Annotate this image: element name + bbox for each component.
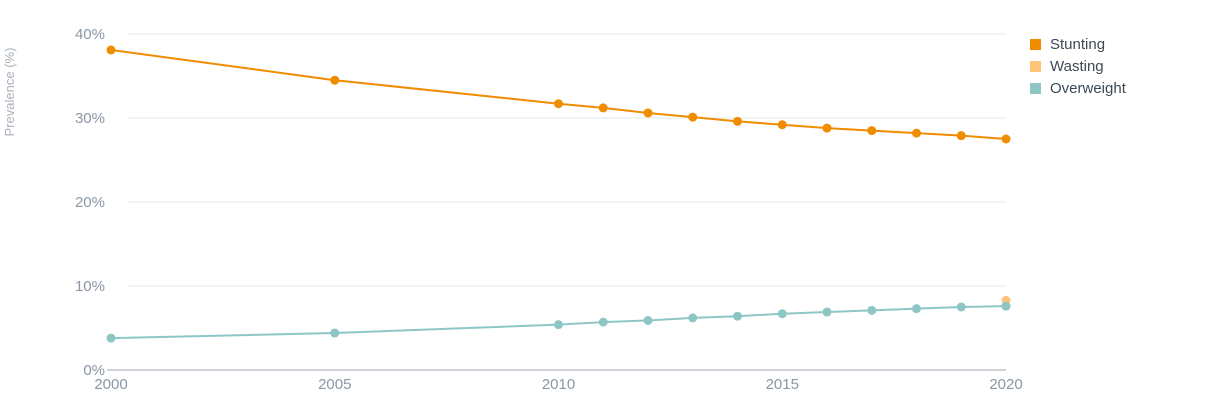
stunting-point[interactable] [822,123,832,133]
stunting-point[interactable] [106,45,116,55]
stunting-point[interactable] [330,75,340,85]
stunting-point[interactable] [956,131,966,141]
overweight-point[interactable] [688,313,698,323]
overweight-point[interactable] [956,302,966,312]
legend-item-stunting[interactable]: Stunting [1030,33,1126,55]
legend-item-overweight[interactable]: Overweight [1030,77,1126,99]
legend-label: Stunting [1050,35,1106,53]
y-tick-label: 30% [75,110,105,127]
x-tick-label: 2005 [318,376,351,393]
x-tick-label: 2010 [542,376,575,393]
y-tick-label: 40% [75,26,105,43]
series-stunting [106,45,1011,144]
stunting-point[interactable] [733,116,742,126]
legend-swatch [1030,82,1041,94]
legend-swatch [1030,38,1041,50]
x-tick-label: 2000 [94,376,127,393]
overweight-point[interactable] [330,328,340,338]
legend-label: Overweight [1050,79,1126,97]
overweight-point[interactable] [598,317,608,327]
y-axis-ticks: 0% 10% 20% 30% 40% [75,26,105,379]
stunting-point[interactable] [777,120,787,130]
legend: Stunting Wasting Overweight [1030,33,1126,99]
overweight-point[interactable] [822,307,832,317]
y-tick-label: 20% [75,194,105,211]
series-overweight [106,301,1011,343]
y-axis-label: Prevalence (%) [2,48,17,137]
overweight-point[interactable] [912,304,921,314]
overweight-point[interactable] [106,333,116,343]
x-tick-label: 2015 [766,376,799,393]
stunting-point[interactable] [1001,134,1011,144]
legend-swatch [1030,60,1041,72]
x-axis-ticks: 2000 2005 2010 2015 2020 [94,376,1022,393]
gridlines [127,33,1006,287]
stunting-point[interactable] [643,108,653,118]
stunting-point[interactable] [688,112,698,122]
stunting-point[interactable] [554,99,563,109]
x-tick-label: 2020 [989,376,1022,393]
stunting-line [110,48,1007,140]
legend-label: Wasting [1050,57,1104,75]
y-tick-label: 0% [83,362,105,379]
overweight-point[interactable] [733,311,742,321]
overweight-point[interactable] [643,315,653,325]
stunting-point[interactable] [867,126,877,136]
overweight-point[interactable] [777,309,787,319]
overweight-point[interactable] [554,320,563,330]
overweight-point[interactable] [867,305,877,315]
series-group [106,45,1011,343]
legend-item-wasting[interactable]: Wasting [1030,55,1126,77]
stunting-point[interactable] [598,103,608,113]
overweight-point[interactable] [1001,301,1011,311]
y-tick-label: 10% [75,278,105,295]
stunting-point[interactable] [912,128,921,138]
